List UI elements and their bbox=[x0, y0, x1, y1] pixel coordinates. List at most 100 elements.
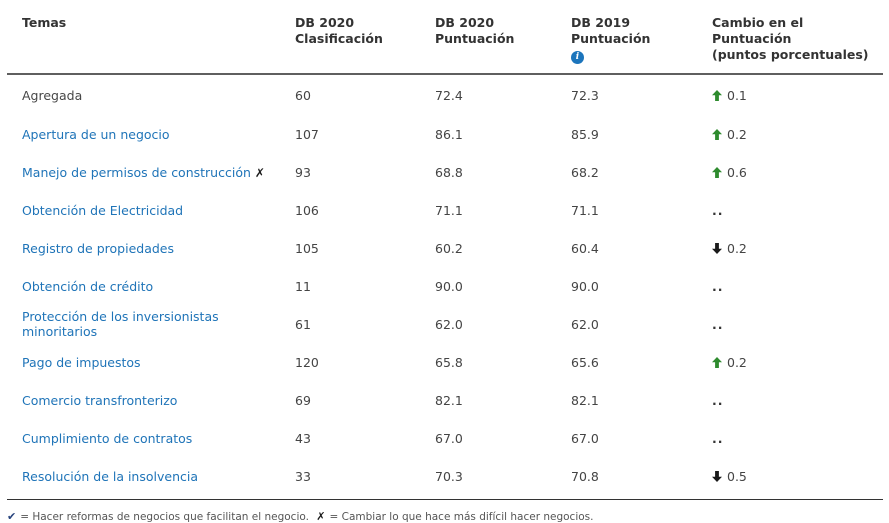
db2020-score-value: 86.1 bbox=[435, 126, 463, 142]
column-header-cambio: Cambio en el Puntuación (puntos porcentu… bbox=[712, 15, 883, 63]
table-row: Registro de propiedades 105 60.2 60.4 0.… bbox=[7, 229, 883, 267]
change-cell: 0.6 bbox=[712, 165, 883, 180]
change-value: 0.6 bbox=[727, 164, 747, 180]
topic-link[interactable]: Cumplimiento de contratos bbox=[22, 430, 193, 446]
db2020-rank-value: 33 bbox=[295, 468, 311, 484]
column-header-db2019-puntuacion: DB 2019 Puntuación i bbox=[571, 15, 712, 64]
db2019-score-value: 90.0 bbox=[571, 278, 599, 294]
change-value: 0.2 bbox=[727, 126, 747, 142]
table-row: Protección de los inversionistas minorit… bbox=[7, 305, 883, 343]
column-header-db2019-label: DB 2019 Puntuación bbox=[571, 15, 651, 46]
topic-cell: Agregada bbox=[22, 88, 295, 103]
table-row: Resolución de la insolvencia 33 70.3 70.… bbox=[7, 457, 883, 495]
topic-cell: Cumplimiento de contratos bbox=[22, 431, 295, 446]
topic-cell: Registro de propiedades bbox=[22, 241, 295, 256]
table-row: Agregada 60 72.4 72.3 0.1 bbox=[7, 75, 883, 115]
table-row: Manejo de permisos de construcción ✗ 93 6… bbox=[7, 153, 883, 191]
db2020-rank-value: 69 bbox=[295, 392, 311, 408]
topic-link[interactable]: Apertura de un negocio bbox=[22, 126, 170, 142]
db2020-score-value: 90.0 bbox=[435, 278, 463, 294]
topic-cell: Pago de impuestos bbox=[22, 355, 295, 370]
topic-cell: Manejo de permisos de construcción ✗ bbox=[22, 165, 295, 180]
topic-link[interactable]: Manejo de permisos de construcción bbox=[22, 164, 251, 180]
db2019-score-value: 65.6 bbox=[571, 354, 599, 370]
db2019-score-value: 72.3 bbox=[571, 87, 599, 103]
db2019-score-value: 60.4 bbox=[571, 240, 599, 256]
db2019-score-value: 70.8 bbox=[571, 468, 599, 484]
change-cell: 0.2 bbox=[712, 355, 883, 370]
topic-link[interactable]: Resolución de la insolvencia bbox=[22, 468, 199, 484]
change-value: 0.5 bbox=[727, 468, 747, 484]
db2020-score-value: 67.0 bbox=[435, 430, 463, 446]
change-value: .. bbox=[712, 392, 724, 408]
table-body: Agregada 60 72.4 72.3 0.1 Apertura de un… bbox=[7, 75, 883, 495]
db2020-score-value: 82.1 bbox=[435, 392, 463, 408]
db2019-score-value: 82.1 bbox=[571, 392, 599, 408]
legend-footnote: ✔ = Hacer reformas de negocios que facili… bbox=[7, 510, 889, 523]
cross-legend-text: = Cambiar lo que hace más difícil hacer … bbox=[329, 511, 594, 523]
db2020-score-value: 71.1 bbox=[435, 202, 463, 218]
change-cell: 0.1 bbox=[712, 88, 883, 103]
db2019-score-value: 85.9 bbox=[571, 126, 599, 142]
db2020-score-value: 70.3 bbox=[435, 468, 463, 484]
arrow-up-icon bbox=[712, 128, 722, 140]
change-value: 0.2 bbox=[727, 240, 747, 256]
info-icon[interactable]: i bbox=[571, 51, 584, 64]
topics-score-table: Temas DB 2020 Clasificación DB 2020 Punt… bbox=[7, 0, 883, 495]
topic-cell: Obtención de crédito bbox=[22, 279, 295, 294]
change-value: .. bbox=[712, 278, 724, 294]
topic-cell: Obtención de Electricidad bbox=[22, 203, 295, 218]
topic-link[interactable]: Obtención de crédito bbox=[22, 278, 154, 294]
change-value: 0.1 bbox=[727, 87, 747, 103]
topic-cell: Protección de los inversionistas minorit… bbox=[22, 309, 295, 339]
topic-link[interactable]: Obtención de Electricidad bbox=[22, 202, 184, 218]
topic-link[interactable]: Protección de los inversionistas minorit… bbox=[22, 309, 219, 339]
db2020-rank-value: 61 bbox=[295, 316, 311, 332]
column-header-db2020-clasificacion: DB 2020 Clasificación bbox=[295, 15, 383, 46]
change-value: .. bbox=[712, 316, 724, 332]
topic-link[interactable]: Pago de impuestos bbox=[22, 354, 141, 370]
column-header-cambio-line1: Cambio en el Puntuación bbox=[712, 15, 804, 46]
table-row: Comercio transfronterizo 69 82.1 82.1 .. bbox=[7, 381, 883, 419]
topic-link[interactable]: Registro de propiedades bbox=[22, 240, 174, 256]
change-value: .. bbox=[712, 430, 724, 446]
db2020-score-value: 62.0 bbox=[435, 316, 463, 332]
change-cell: 0.2 bbox=[712, 127, 883, 142]
change-cell: .. bbox=[712, 431, 883, 446]
table-row: Obtención de crédito 11 90.0 90.0 .. bbox=[7, 267, 883, 305]
table-bottom-rule bbox=[7, 499, 883, 500]
db2019-score-value: 67.0 bbox=[571, 430, 599, 446]
change-cell: 0.2 bbox=[712, 241, 883, 256]
table-row: Apertura de un negocio 107 86.1 85.9 0.2 bbox=[7, 115, 883, 153]
db2019-score-value: 62.0 bbox=[571, 316, 599, 332]
db2020-score-value: 60.2 bbox=[435, 240, 463, 256]
change-cell: .. bbox=[712, 203, 883, 218]
check-legend-text: = Hacer reformas de negocios que facilit… bbox=[20, 511, 309, 523]
column-header-cambio-line2: (puntos porcentuales) bbox=[712, 47, 869, 62]
reform-negative-marker: ✗ bbox=[254, 165, 265, 180]
db2020-rank-value: 93 bbox=[295, 164, 311, 180]
db2020-score-value: 72.4 bbox=[435, 87, 463, 103]
db2020-rank-value: 60 bbox=[295, 87, 311, 103]
column-header-db2020-puntuacion: DB 2020 Puntuación bbox=[435, 15, 515, 46]
db2020-score-value: 68.8 bbox=[435, 164, 463, 180]
table-row: Obtención de Electricidad 106 71.1 71.1 … bbox=[7, 191, 883, 229]
db2020-rank-value: 107 bbox=[295, 126, 319, 142]
topic-link[interactable]: Comercio transfronterizo bbox=[22, 392, 178, 408]
arrow-down-icon bbox=[712, 470, 722, 482]
change-cell: .. bbox=[712, 393, 883, 408]
db2020-rank-value: 106 bbox=[295, 202, 319, 218]
column-header-temas: Temas bbox=[22, 15, 67, 30]
change-cell: .. bbox=[712, 317, 883, 332]
change-cell: .. bbox=[712, 279, 883, 294]
change-value: 0.2 bbox=[727, 354, 747, 370]
topic-cell: Apertura de un negocio bbox=[22, 127, 295, 142]
topic-cell: Comercio transfronterizo bbox=[22, 393, 295, 408]
arrow-up-icon bbox=[712, 89, 722, 101]
table-row: Pago de impuestos 120 65.8 65.6 0.2 bbox=[7, 343, 883, 381]
db2020-rank-value: 120 bbox=[295, 354, 319, 370]
db2020-rank-value: 43 bbox=[295, 430, 311, 446]
arrow-up-icon bbox=[712, 356, 722, 368]
db2020-rank-value: 105 bbox=[295, 240, 319, 256]
db2020-score-value: 65.8 bbox=[435, 354, 463, 370]
